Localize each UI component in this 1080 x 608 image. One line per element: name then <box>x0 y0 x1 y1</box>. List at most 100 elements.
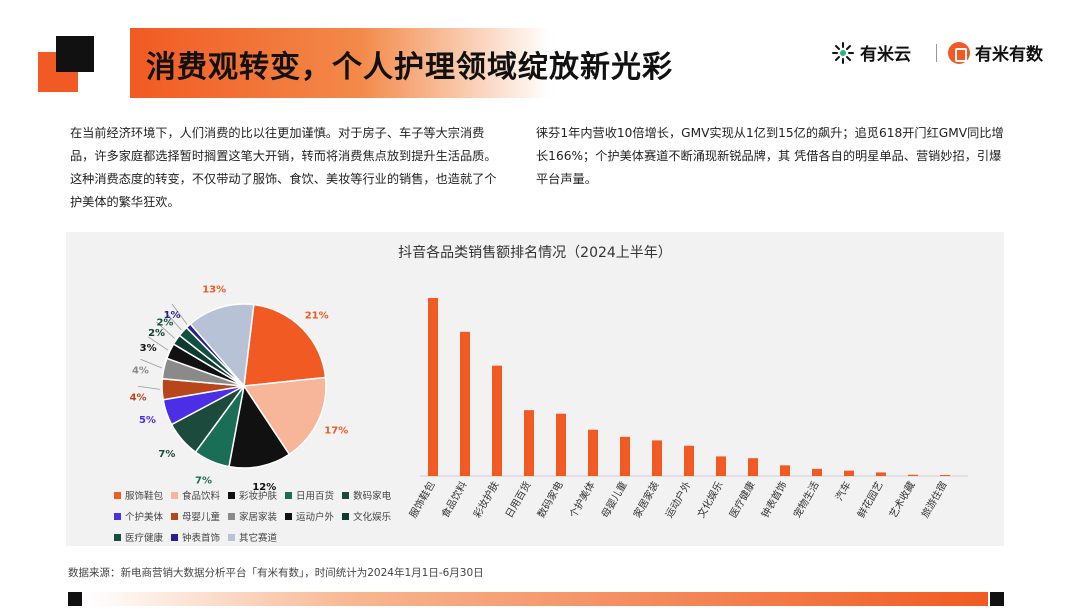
chart-title: 抖音各品类销售额排名情况（2024上半年） <box>398 245 672 261</box>
youmiyun-logo-icon <box>832 41 854 64</box>
bar-tick-label: 艺术收藏 <box>886 479 917 520</box>
logo-divider <box>936 44 937 62</box>
legend-label: 食品饮料 <box>182 491 221 502</box>
legend-label: 医疗健康 <box>125 533 164 544</box>
pie-data-label: 3% <box>140 343 157 354</box>
legend-swatch <box>285 491 293 499</box>
youmiyoushu-logo-icon <box>948 41 970 64</box>
legend-row: 个护美体 母婴儿童 家居家装 运动户外 文化娱乐 <box>114 509 414 523</box>
pie-data-label: 13% <box>202 284 226 295</box>
legend-label: 日用百货 <box>296 491 335 502</box>
bar-12 <box>780 465 790 476</box>
pie-data-label: 12% <box>252 482 276 493</box>
legend-item: 彩妆护肤 <box>228 488 277 502</box>
brand-logo-youmiyoushu: 有米有数 <box>948 40 1043 65</box>
pie-leader-line <box>171 303 188 325</box>
brand2-name: 有米有数 <box>975 45 1043 65</box>
pie-data-label: 5% <box>139 415 156 426</box>
legend-row: 服饰鞋包 食品饮料 彩妆护肤 日用百货 数码家电 <box>114 488 414 502</box>
legend-item: 日用百货 <box>285 488 334 502</box>
pie-data-label: 4% <box>132 365 149 376</box>
bar-tick-label: 鲜花园艺 <box>854 479 885 520</box>
legend-label: 运动户外 <box>296 512 335 523</box>
legend-item: 运动户外 <box>285 509 334 523</box>
legend-swatch <box>342 512 350 520</box>
bar-tick-label: 数码家电 <box>534 479 565 520</box>
pie-leader-line <box>156 321 175 339</box>
intro-paragraph-right: 徕芬1年内营收10倍增长，GMV实现从1亿到15亿的飙升；追觅618开门红GMV… <box>536 126 1004 186</box>
legend-label: 其它赛道 <box>239 533 278 544</box>
legend-label: 数码家电 <box>353 491 392 502</box>
legend-swatch <box>171 512 179 520</box>
bar-tick-label: 医疗健康 <box>726 479 757 520</box>
legend-item: 母婴儿童 <box>171 509 220 523</box>
intro-paragraph-left: 在当前经济环境下，人们消费的比以往更加谨慎。对于房子、车子等大宗消费品，许多家庭… <box>70 126 497 209</box>
bar-tick-label: 个护美体 <box>566 479 597 520</box>
pie-data-label: 17% <box>324 425 348 436</box>
legend-item: 个护美体 <box>114 509 163 523</box>
bar-tick-label: 文化娱乐 <box>694 479 725 520</box>
brand-logo-youmiyun: 有米云 <box>832 40 911 65</box>
legend-swatch <box>228 533 236 541</box>
bar-14 <box>844 470 854 476</box>
legend-item: 服饰鞋包 <box>114 488 163 502</box>
chart-panel: 抖音各品类销售额排名情况（2024上半年） 21% 17% 12% 7% 7% 5% 4% 4… <box>66 232 1004 546</box>
bar-8 <box>652 440 662 476</box>
pie-slice-1 <box>243 303 327 387</box>
pie-data-label: 1% <box>164 310 181 321</box>
legend-item: 其它赛道 <box>228 530 277 544</box>
legend-swatch <box>342 491 350 499</box>
pie-legend: 服饰鞋包 食品饮料 彩妆护肤 日用百货 数码家电个护美体 母婴儿童 家居家装 运动户外 文化娱乐… <box>114 488 414 551</box>
pie-leader-line <box>140 358 163 369</box>
legend-row: 医疗健康 钟表首饰 其它赛道 <box>114 530 414 544</box>
footer-black-square-right <box>990 592 1004 606</box>
legend-item: 文化娱乐 <box>342 509 391 523</box>
pie-slice-2 <box>242 376 327 456</box>
pie-leader-line <box>138 385 161 390</box>
pie-data-label: 2% <box>148 328 165 339</box>
bar-4 <box>524 410 534 476</box>
legend-swatch <box>171 491 179 499</box>
decor-black-square <box>56 36 94 72</box>
pie-slice-13 <box>189 303 255 388</box>
legend-label: 个护美体 <box>125 512 164 523</box>
bar-7 <box>620 436 630 476</box>
bar-tick-label: 日用百货 <box>502 479 533 520</box>
pie-data-label: 7% <box>158 449 175 460</box>
legend-swatch <box>114 512 121 520</box>
legend-swatch <box>114 491 121 499</box>
bar-tick-label: 彩妆护肤 <box>470 479 501 520</box>
pie-slice-3 <box>228 384 291 469</box>
bar-5 <box>556 413 566 476</box>
bar-tick-label: 运动户外 <box>662 479 693 520</box>
pie-data-label: 2% <box>156 317 173 328</box>
page-title: 消费观转变，个人护理领域绽放新光彩 <box>146 50 673 85</box>
bar-chart: 服饰鞋包 食品饮料 彩妆护肤 日用百货 数码家电 个护美体 母婴儿童 家居家装 运动户外 文化娱乐… <box>406 298 968 520</box>
legend-swatch <box>285 512 293 520</box>
bar-16 <box>908 474 918 476</box>
brand1-name: 有米云 <box>860 45 911 65</box>
bar-1 <box>428 298 438 476</box>
legend-label: 文化娱乐 <box>353 512 392 523</box>
legend-label: 母婴儿童 <box>182 512 221 523</box>
bar-tick-label: 宠物生活 <box>790 479 821 520</box>
footer-gradient-bar <box>86 592 988 606</box>
pie-data-label: 21% <box>305 310 329 321</box>
title-banner <box>130 28 550 98</box>
bar-6 <box>588 429 598 476</box>
bar-tick-label: 母婴儿童 <box>598 479 629 520</box>
legend-item: 医疗健康 <box>114 530 163 544</box>
legend-swatch <box>171 533 179 541</box>
bar-tick-label: 旅游住宿 <box>918 479 949 520</box>
legend-swatch <box>114 533 121 541</box>
legend-label: 家居家装 <box>239 512 278 523</box>
pie-data-label: 7% <box>195 476 212 487</box>
legend-label: 彩妆护肤 <box>239 491 278 502</box>
bar-tick-label: 汽车 <box>832 479 853 503</box>
bar-10 <box>716 456 726 476</box>
data-source-note: 数据来源：新电商营销大数据分析平台「有米有数」，时间统计为2024年1月1日-6… <box>68 567 484 579</box>
bar-tick-label: 家居家装 <box>630 479 661 520</box>
pie-leader-line <box>147 336 169 351</box>
legend-item: 食品饮料 <box>171 488 220 502</box>
legend-swatch <box>228 512 236 520</box>
